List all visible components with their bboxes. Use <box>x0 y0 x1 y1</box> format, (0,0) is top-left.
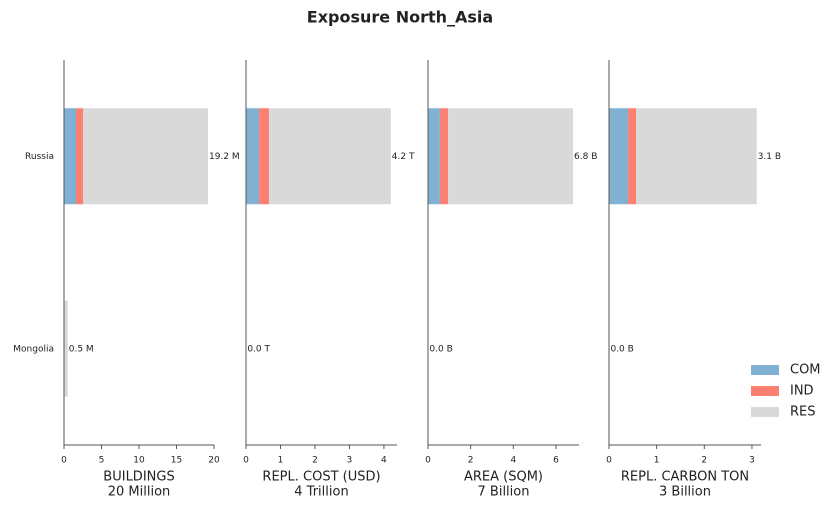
bar-segment <box>609 108 629 205</box>
x-tick-label: 3 <box>347 456 353 466</box>
bar-segment <box>76 108 83 205</box>
figure-title: Exposure North_Asia <box>307 8 493 27</box>
category-label: Russia <box>25 152 54 162</box>
x-tick-label: 0 <box>606 456 612 466</box>
legend-label: COM <box>790 363 821 378</box>
x-tick-label: 0 <box>425 456 431 466</box>
bar-segment <box>269 108 391 205</box>
x-axis-label: REPL. COST (USD) <box>262 470 380 485</box>
bar-segment <box>64 108 76 205</box>
x-tick-label: 1 <box>278 456 284 466</box>
value-label: 0.0 B <box>429 344 452 354</box>
value-label: 3.1 B <box>758 152 781 162</box>
bar-segment <box>428 108 440 205</box>
value-label: 19.2 M <box>209 152 240 162</box>
x-axis-label: 4 Trillion <box>294 485 348 500</box>
legend-label: RES <box>790 405 816 420</box>
value-label: 4.2 T <box>392 152 415 162</box>
x-tick-label: 6 <box>553 456 559 466</box>
bar-segment <box>259 108 270 205</box>
category-label: Mongolia <box>13 344 54 354</box>
x-tick-label: 20 <box>208 456 220 466</box>
x-tick-label: 5 <box>99 456 105 466</box>
x-axis-label: 7 Billion <box>478 485 530 500</box>
x-tick-label: 4 <box>381 456 387 466</box>
bar-segment <box>64 300 68 397</box>
x-tick-label: 2 <box>312 456 318 466</box>
x-tick-label: 3 <box>749 456 755 466</box>
value-label: 0.5 M <box>69 344 94 354</box>
legend-swatch <box>751 407 779 417</box>
bar-segment <box>448 108 574 205</box>
bar-segment <box>82 108 208 205</box>
bar-segment <box>628 108 637 205</box>
x-tick-label: 0 <box>61 456 67 466</box>
value-label: 6.8 B <box>574 152 597 162</box>
bar-segment <box>439 108 449 205</box>
x-tick-label: 4 <box>510 456 516 466</box>
x-axis-label: AREA (SQM) <box>464 470 543 485</box>
x-axis-label: 3 Billion <box>659 485 711 500</box>
bar-segment <box>636 108 757 205</box>
x-tick-label: 0 <box>243 456 249 466</box>
legend-swatch <box>751 365 779 375</box>
bar-segment <box>246 108 260 205</box>
x-tick-label: 2 <box>468 456 474 466</box>
x-axis-label: REPL. CARBON TON <box>621 470 749 485</box>
x-tick-label: 15 <box>171 456 182 466</box>
x-axis-label: 20 Million <box>108 485 171 500</box>
x-tick-label: 10 <box>133 456 145 466</box>
x-tick-label: 2 <box>701 456 707 466</box>
value-label: 0.0 T <box>247 344 270 354</box>
x-axis-label: BUILDINGS <box>103 470 174 485</box>
x-tick-label: 1 <box>654 456 660 466</box>
legend-swatch <box>751 386 779 396</box>
value-label: 0.0 B <box>610 344 633 354</box>
legend-label: IND <box>790 384 814 399</box>
